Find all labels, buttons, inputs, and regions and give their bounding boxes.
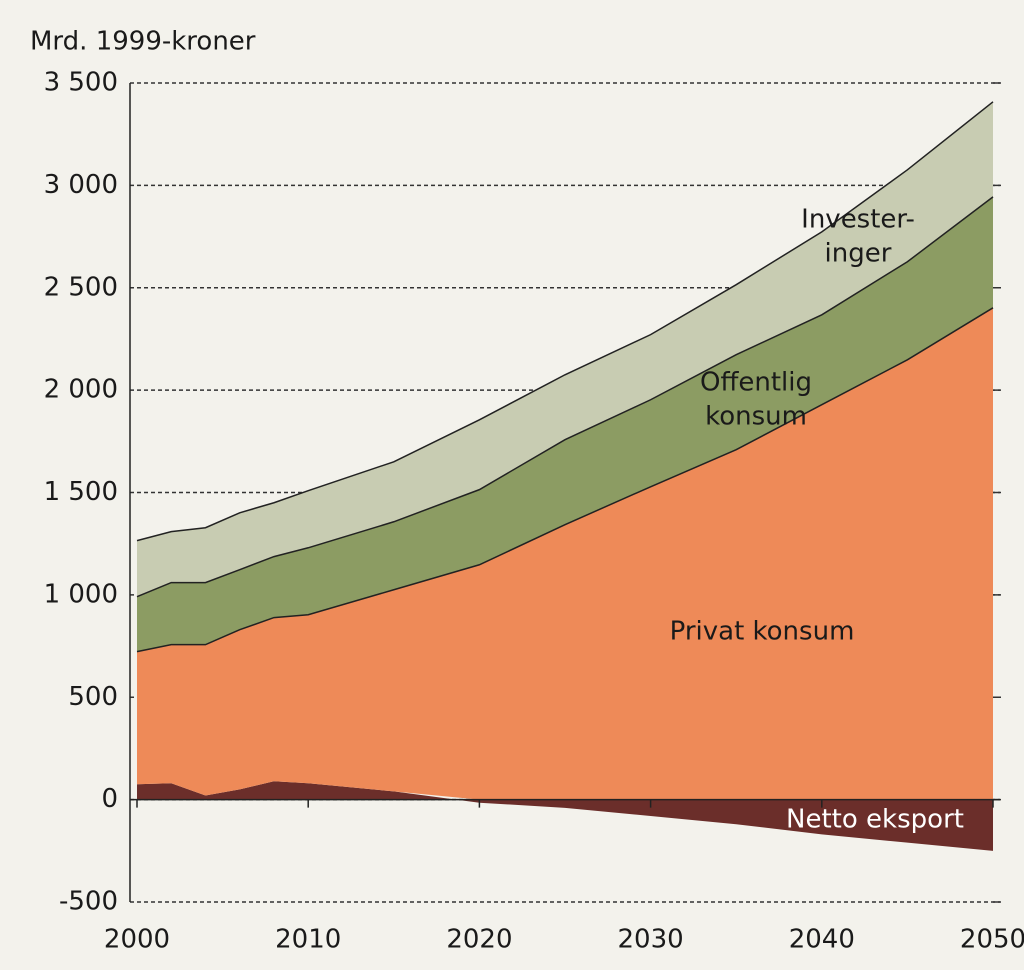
y-tick-label: 500 [68,682,118,712]
series-label: Invester- [801,205,915,235]
x-tick-label: 2030 [618,925,684,955]
area [137,781,993,851]
area [137,196,993,652]
series-label: Privat konsum [670,617,855,647]
x-tick-label: 2020 [446,925,512,955]
x-tick-label: 2000 [104,925,170,955]
x-tick-label: 2050 [960,925,1024,955]
series-label: konsum [705,402,807,432]
y-tick-label: 3 500 [44,68,118,98]
y-tick-label: 2 500 [44,272,118,302]
area-outline [136,307,994,653]
area-outline [136,101,994,542]
area [137,101,993,597]
x-tick-label: 2010 [275,925,341,955]
y-axis-label: Mrd. 1999-kroner [30,27,256,57]
x-tick-label: 2040 [789,925,855,955]
series-label: Offentlig [700,368,812,398]
y-tick-label: 1 000 [44,579,118,609]
series-label: Netto eksport [786,805,964,835]
y-tick-label: 0 [101,784,118,814]
y-tick-label: 1 500 [44,477,118,507]
area [137,307,993,800]
area-outline [136,196,994,598]
series-label: inger [825,239,892,269]
y-tick-label: 3 000 [44,170,118,200]
y-tick-label: -500 [59,887,118,917]
y-tick-label: 2 000 [44,375,118,405]
